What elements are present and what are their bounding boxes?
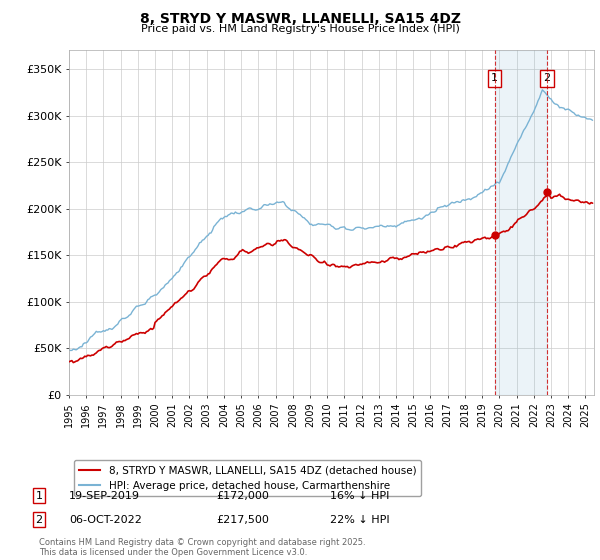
Text: 22% ↓ HPI: 22% ↓ HPI — [330, 515, 389, 525]
Text: 2: 2 — [544, 73, 551, 83]
Bar — [494, 50, 547, 395]
Text: 1: 1 — [491, 73, 498, 83]
Text: Contains HM Land Registry data © Crown copyright and database right 2025.
This d: Contains HM Land Registry data © Crown c… — [39, 538, 365, 557]
Legend: 8, STRYD Y MASWR, LLANELLI, SA15 4DZ (detached house), HPI: Average price, detac: 8, STRYD Y MASWR, LLANELLI, SA15 4DZ (de… — [74, 460, 421, 496]
Text: £172,000: £172,000 — [216, 491, 269, 501]
Text: 2: 2 — [35, 515, 43, 525]
Text: 19-SEP-2019: 19-SEP-2019 — [69, 491, 140, 501]
Text: £217,500: £217,500 — [216, 515, 269, 525]
Text: 16% ↓ HPI: 16% ↓ HPI — [330, 491, 389, 501]
Text: 8, STRYD Y MASWR, LLANELLI, SA15 4DZ: 8, STRYD Y MASWR, LLANELLI, SA15 4DZ — [139, 12, 461, 26]
Text: 1: 1 — [35, 491, 43, 501]
Text: 06-OCT-2022: 06-OCT-2022 — [69, 515, 142, 525]
Text: Price paid vs. HM Land Registry's House Price Index (HPI): Price paid vs. HM Land Registry's House … — [140, 24, 460, 34]
